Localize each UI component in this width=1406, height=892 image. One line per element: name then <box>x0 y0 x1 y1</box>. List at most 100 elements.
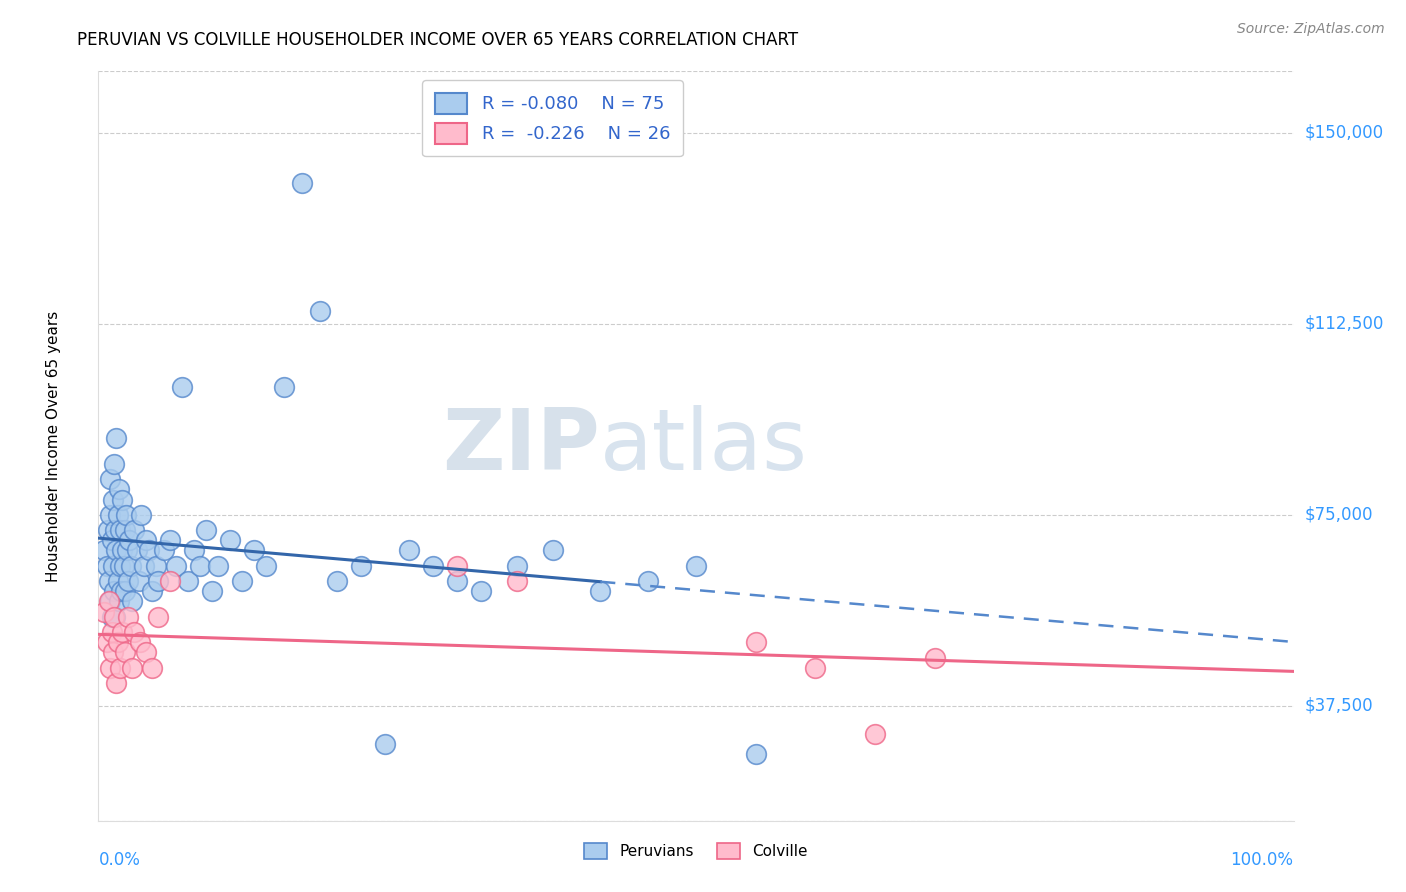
Point <box>745 747 768 762</box>
Point <box>177 574 200 588</box>
Point <box>107 635 129 649</box>
Point <box>114 584 136 599</box>
Point <box>135 533 157 548</box>
Point <box>114 645 136 659</box>
Point <box>105 543 128 558</box>
Point <box>291 177 314 191</box>
Point <box>107 483 129 497</box>
Point <box>506 574 529 588</box>
Point <box>183 543 205 558</box>
Point <box>110 584 132 599</box>
Point <box>637 574 659 588</box>
Point <box>96 558 118 573</box>
Point <box>101 558 124 573</box>
Point <box>148 574 170 588</box>
Point <box>132 558 155 573</box>
Point <box>745 635 768 649</box>
Point <box>124 625 146 640</box>
Text: Source: ZipAtlas.com: Source: ZipAtlas.com <box>1237 22 1385 37</box>
Point <box>326 574 349 588</box>
Text: PERUVIAN VS COLVILLE HOUSEHOLDER INCOME OVER 65 YEARS CORRELATION CHART: PERUVIAN VS COLVILLE HOUSEHOLDER INCOME … <box>77 31 799 49</box>
Point <box>98 574 121 588</box>
Point <box>195 523 218 537</box>
Point <box>103 609 125 624</box>
Point <box>131 508 153 522</box>
Point <box>207 558 229 573</box>
Point <box>114 523 136 537</box>
Point <box>159 533 181 548</box>
Text: $112,500: $112,500 <box>1305 315 1384 333</box>
Point <box>100 533 122 548</box>
Point <box>104 609 127 624</box>
Point <box>865 727 887 741</box>
Point <box>98 508 122 522</box>
Point <box>273 380 295 394</box>
Text: 100.0%: 100.0% <box>1230 851 1294 869</box>
Point <box>107 594 129 608</box>
Text: Householder Income Over 65 years: Householder Income Over 65 years <box>45 310 60 582</box>
Text: atlas: atlas <box>600 404 808 488</box>
Point <box>685 558 707 573</box>
Point <box>98 472 122 486</box>
Point <box>125 543 148 558</box>
Point <box>100 625 122 640</box>
Point <box>93 605 115 619</box>
Point <box>103 584 125 599</box>
Point <box>148 609 170 624</box>
Point <box>97 523 120 537</box>
Point <box>470 584 492 599</box>
Text: 0.0%: 0.0% <box>98 851 141 869</box>
Legend: Peruvians, Colville: Peruvians, Colville <box>578 838 814 865</box>
Point <box>115 543 138 558</box>
Point <box>111 625 134 640</box>
Point <box>506 558 529 573</box>
Point <box>96 635 118 649</box>
Point <box>108 661 131 675</box>
Point <box>141 661 163 675</box>
Text: $37,500: $37,500 <box>1305 697 1374 715</box>
Point <box>107 574 129 588</box>
Point <box>138 543 160 558</box>
Point <box>111 543 134 558</box>
Point <box>231 574 253 588</box>
Point <box>446 558 468 573</box>
Point <box>172 380 194 394</box>
Point <box>541 543 564 558</box>
Point <box>135 645 157 659</box>
Point <box>100 609 122 624</box>
Point <box>98 594 122 608</box>
Point <box>112 558 135 573</box>
Point <box>117 574 139 588</box>
Point <box>120 558 142 573</box>
Point <box>121 594 143 608</box>
Point <box>98 594 121 608</box>
Point <box>117 609 139 624</box>
Point <box>108 558 131 573</box>
Point <box>105 676 128 690</box>
Point <box>101 492 124 507</box>
Point <box>165 558 187 573</box>
Point <box>374 737 396 751</box>
Text: $75,000: $75,000 <box>1305 506 1374 524</box>
Text: ZIP: ZIP <box>443 404 600 488</box>
Point <box>201 584 224 599</box>
Point <box>219 533 242 548</box>
Point <box>254 558 277 573</box>
Point <box>398 543 420 558</box>
Point <box>924 650 946 665</box>
Point <box>589 584 612 599</box>
Point <box>350 558 373 573</box>
Point <box>128 574 150 588</box>
Point <box>446 574 468 588</box>
Point <box>804 661 827 675</box>
Point <box>141 584 163 599</box>
Point <box>105 431 128 445</box>
Point <box>243 543 266 558</box>
Point <box>118 533 141 548</box>
Point <box>121 661 143 675</box>
Text: $150,000: $150,000 <box>1305 123 1384 142</box>
Point <box>308 304 330 318</box>
Point <box>129 635 152 649</box>
Point <box>93 543 115 558</box>
Point <box>422 558 444 573</box>
